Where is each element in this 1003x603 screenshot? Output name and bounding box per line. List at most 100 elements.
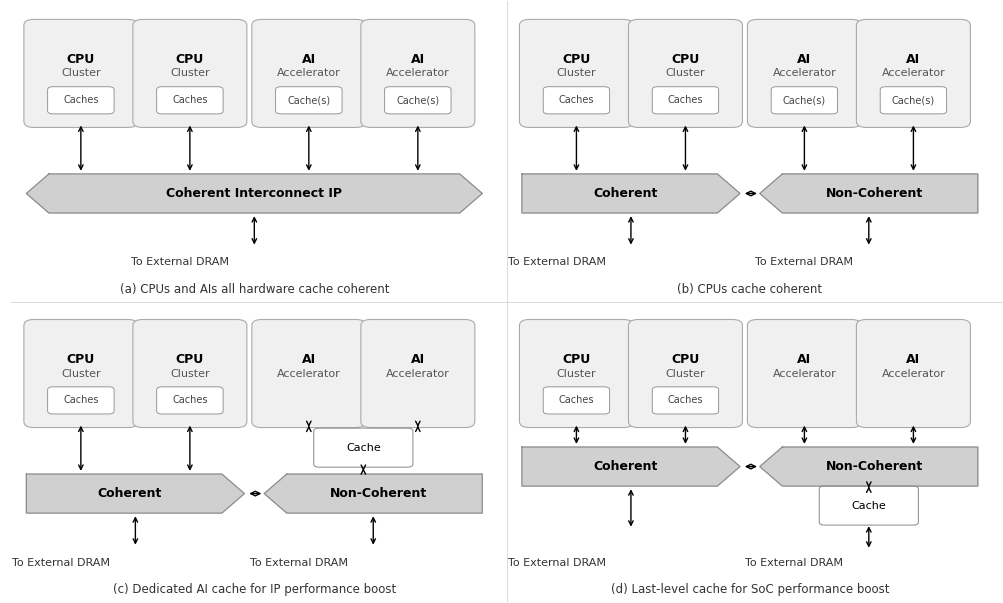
Text: Accelerator: Accelerator: [771, 68, 835, 78]
Text: Cluster: Cluster: [556, 368, 596, 379]
Text: (d) Last-level cache for SoC performance boost: (d) Last-level cache for SoC performance…: [610, 583, 889, 596]
Text: Cluster: Cluster: [170, 68, 210, 78]
Text: Coherent: Coherent: [593, 460, 657, 473]
Text: To External DRAM: To External DRAM: [508, 558, 605, 567]
FancyBboxPatch shape: [856, 320, 970, 428]
Text: CPU: CPU: [176, 52, 204, 66]
Polygon shape: [759, 447, 977, 486]
Text: Coherent Interconnect IP: Coherent Interconnect IP: [166, 187, 342, 200]
FancyBboxPatch shape: [628, 19, 741, 127]
FancyBboxPatch shape: [880, 87, 946, 114]
Text: CPU: CPU: [66, 353, 95, 365]
Polygon shape: [26, 174, 481, 213]
Text: Cluster: Cluster: [61, 68, 100, 78]
FancyBboxPatch shape: [156, 87, 223, 114]
Text: AI: AI: [302, 52, 316, 66]
Text: Cluster: Cluster: [665, 368, 704, 379]
Text: Coherent: Coherent: [97, 487, 161, 500]
FancyBboxPatch shape: [252, 320, 365, 428]
FancyBboxPatch shape: [47, 87, 114, 114]
Text: (b) CPUs cache coherent: (b) CPUs cache coherent: [677, 283, 821, 296]
Text: CPU: CPU: [671, 353, 699, 365]
Text: Cluster: Cluster: [556, 68, 596, 78]
FancyBboxPatch shape: [360, 19, 474, 127]
FancyBboxPatch shape: [156, 387, 223, 414]
FancyBboxPatch shape: [543, 387, 609, 414]
Text: To External DRAM: To External DRAM: [12, 558, 110, 567]
FancyBboxPatch shape: [519, 19, 633, 127]
Text: AI: AI: [410, 52, 424, 66]
Text: AI: AI: [302, 353, 316, 365]
Text: Caches: Caches: [63, 396, 98, 405]
FancyBboxPatch shape: [770, 87, 837, 114]
Text: Caches: Caches: [558, 396, 594, 405]
FancyBboxPatch shape: [519, 320, 633, 428]
Text: Accelerator: Accelerator: [771, 368, 835, 379]
Text: Accelerator: Accelerator: [277, 368, 340, 379]
Text: Caches: Caches: [172, 95, 208, 106]
FancyBboxPatch shape: [47, 387, 114, 414]
Text: AI: AI: [796, 52, 810, 66]
Text: CPU: CPU: [562, 52, 590, 66]
FancyBboxPatch shape: [746, 19, 861, 127]
FancyBboxPatch shape: [818, 486, 918, 525]
Text: Accelerator: Accelerator: [881, 368, 945, 379]
Text: Caches: Caches: [667, 95, 702, 106]
Text: Cache(s): Cache(s): [891, 95, 934, 106]
Text: CPU: CPU: [562, 353, 590, 365]
Text: (c) Dedicated AI cache for IP performance boost: (c) Dedicated AI cache for IP performanc…: [112, 583, 395, 596]
FancyBboxPatch shape: [252, 19, 365, 127]
Text: Non-Coherent: Non-Coherent: [825, 187, 922, 200]
Text: To External DRAM: To External DRAM: [130, 257, 229, 268]
Text: Cache(s): Cache(s): [782, 95, 825, 106]
Text: CPU: CPU: [176, 353, 204, 365]
Text: AI: AI: [906, 52, 920, 66]
Text: Cluster: Cluster: [665, 68, 704, 78]
FancyBboxPatch shape: [628, 320, 741, 428]
FancyBboxPatch shape: [856, 19, 970, 127]
FancyBboxPatch shape: [132, 320, 247, 428]
Text: Caches: Caches: [667, 396, 702, 405]
FancyBboxPatch shape: [132, 19, 247, 127]
FancyBboxPatch shape: [314, 428, 412, 467]
Text: To External DRAM: To External DRAM: [508, 257, 605, 268]
FancyBboxPatch shape: [652, 87, 718, 114]
FancyBboxPatch shape: [746, 320, 861, 428]
Text: AI: AI: [906, 353, 920, 365]
FancyBboxPatch shape: [24, 19, 137, 127]
FancyBboxPatch shape: [276, 87, 342, 114]
Text: Cache(s): Cache(s): [287, 95, 330, 106]
Text: Caches: Caches: [63, 95, 98, 106]
Text: Caches: Caches: [172, 396, 208, 405]
Text: To External DRAM: To External DRAM: [754, 257, 853, 268]
FancyBboxPatch shape: [543, 87, 609, 114]
Polygon shape: [522, 447, 739, 486]
Text: AI: AI: [796, 353, 810, 365]
FancyBboxPatch shape: [360, 320, 474, 428]
Polygon shape: [522, 174, 739, 213]
Text: Non-Coherent: Non-Coherent: [330, 487, 427, 500]
FancyBboxPatch shape: [384, 87, 450, 114]
Polygon shape: [26, 474, 244, 513]
Text: CPU: CPU: [671, 52, 699, 66]
Text: Accelerator: Accelerator: [881, 68, 945, 78]
Text: Accelerator: Accelerator: [385, 368, 449, 379]
Text: Accelerator: Accelerator: [385, 68, 449, 78]
FancyBboxPatch shape: [652, 387, 718, 414]
Text: Coherent: Coherent: [593, 187, 657, 200]
Text: Cluster: Cluster: [61, 368, 100, 379]
Text: CPU: CPU: [66, 52, 95, 66]
Text: Cache: Cache: [346, 443, 380, 453]
Text: Accelerator: Accelerator: [277, 68, 340, 78]
Text: To External DRAM: To External DRAM: [250, 558, 348, 567]
Text: Cache(s): Cache(s): [396, 95, 439, 106]
Text: AI: AI: [410, 353, 424, 365]
Text: Non-Coherent: Non-Coherent: [825, 460, 922, 473]
Polygon shape: [264, 474, 481, 513]
Text: To External DRAM: To External DRAM: [745, 558, 843, 567]
FancyBboxPatch shape: [24, 320, 137, 428]
Text: (a) CPUs and AIs all hardware cache coherent: (a) CPUs and AIs all hardware cache cohe…: [119, 283, 389, 296]
Polygon shape: [759, 174, 977, 213]
Text: Cluster: Cluster: [170, 368, 210, 379]
Text: Cache: Cache: [851, 500, 886, 511]
